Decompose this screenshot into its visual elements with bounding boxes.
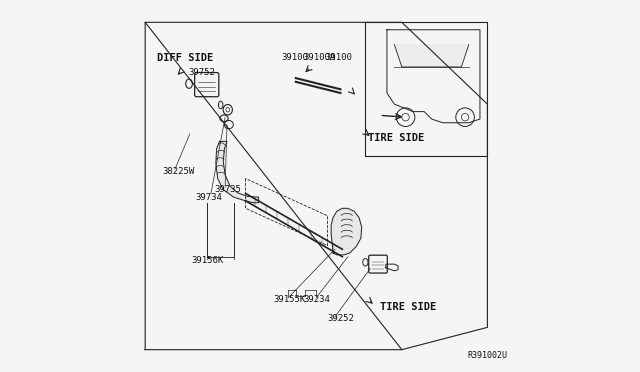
Text: 39752: 39752 [188,68,215,77]
Text: 38225W: 38225W [162,167,194,176]
Text: 39155K: 39155K [273,295,306,304]
Polygon shape [331,208,362,255]
Text: 39100A: 39100A [303,53,335,62]
Text: 39252: 39252 [328,314,355,323]
Text: 39100: 39100 [326,53,353,62]
Text: 39734: 39734 [195,193,222,202]
Polygon shape [216,141,259,203]
Text: 39100: 39100 [281,53,308,62]
Text: 39735: 39735 [214,185,241,194]
Text: 39156K: 39156K [191,256,224,265]
Text: TIRE SIDE: TIRE SIDE [380,302,436,312]
Text: TIRE SIDE: TIRE SIDE [369,133,424,142]
Text: 39234: 39234 [303,295,330,304]
Text: R391002U: R391002U [467,351,507,360]
Polygon shape [394,45,468,67]
Text: DIFF SIDE: DIFF SIDE [157,53,213,62]
